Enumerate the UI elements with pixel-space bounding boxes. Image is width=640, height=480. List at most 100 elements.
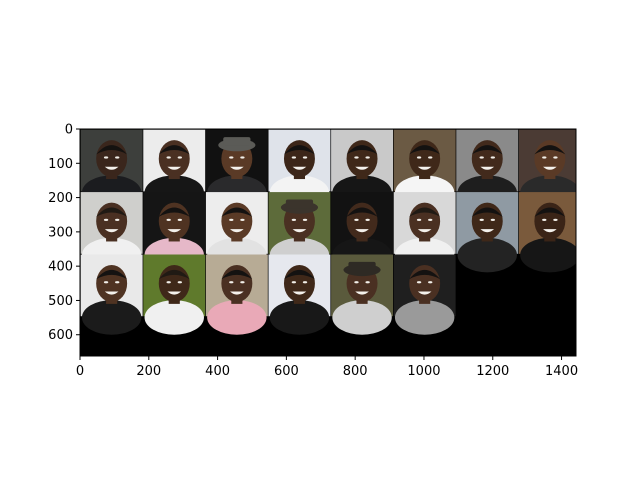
tile-hat-crown — [285, 199, 314, 209]
tile-smile — [167, 229, 182, 233]
tile-eye-right — [240, 218, 245, 221]
tile-hat-crown — [223, 137, 251, 146]
tile-eye-right — [115, 218, 120, 221]
tile-eye-right — [428, 156, 433, 159]
tile-eye-left — [291, 218, 297, 221]
tile-smile — [230, 229, 244, 233]
tile-eye-left — [542, 218, 547, 221]
tile-eye-left — [229, 218, 234, 221]
tile-hair — [96, 145, 128, 155]
tile-smile — [292, 166, 307, 170]
tile-hair — [409, 145, 441, 155]
tile-smile — [230, 291, 244, 295]
tile-hair — [471, 207, 503, 217]
y-tick-label: 400 — [48, 260, 73, 275]
tile-eye-right — [302, 218, 308, 221]
tile-hair — [409, 207, 441, 217]
tile-eye-right — [177, 281, 182, 284]
tile-smile — [355, 291, 369, 295]
tile-eye-right — [490, 218, 495, 221]
y-tick-label: 600 — [48, 328, 73, 343]
tile-eye-right — [177, 156, 182, 159]
x-tick-label: 0 — [76, 364, 84, 379]
y-axis: 0 100 200 300 400 500 600 — [48, 123, 80, 343]
tile-shirt — [332, 300, 392, 335]
tile-smile — [355, 166, 369, 170]
tile-shirt — [207, 300, 267, 335]
tile-hair — [534, 145, 566, 155]
tile-eye-left — [229, 281, 234, 284]
tile-eye-left — [166, 218, 171, 221]
x-tick-label: 800 — [343, 364, 368, 379]
tile-smile — [104, 166, 119, 170]
tile-shirt — [457, 237, 517, 273]
tile-eye-left — [103, 281, 109, 284]
tile-hair — [221, 207, 253, 217]
tile-hair — [534, 207, 566, 217]
tile-hair — [96, 269, 128, 280]
tile-hair — [158, 207, 190, 217]
tile-eye-left — [479, 156, 484, 159]
tile-eye-left — [229, 156, 234, 159]
tile-eye-left — [542, 156, 547, 159]
face-tile — [143, 254, 206, 335]
tile-smile — [543, 229, 557, 233]
face-tile — [268, 254, 331, 335]
tile-eye-left — [416, 218, 422, 221]
tile-hair — [346, 207, 378, 217]
x-tick-label: 400 — [205, 364, 230, 379]
x-tick-label: 1200 — [476, 364, 509, 379]
tile-smile — [417, 166, 432, 170]
tile-smile — [292, 291, 307, 295]
tile-shirt — [394, 300, 455, 335]
tile-eye-right — [240, 281, 245, 284]
tile-hair — [158, 269, 190, 280]
tile-eye-right — [553, 156, 558, 159]
tile-eye-left — [103, 156, 109, 159]
tile-eye-right — [428, 218, 433, 221]
tile-eye-right — [365, 218, 370, 221]
tile-eye-left — [479, 218, 484, 221]
tile-eye-left — [291, 281, 297, 284]
tile-eye-right — [365, 156, 370, 159]
tile-eye-left — [416, 281, 422, 284]
tile-smile — [104, 229, 119, 233]
tile-shirt — [520, 237, 576, 273]
tile-smile — [543, 166, 557, 170]
tile-hair — [158, 145, 190, 155]
tile-hair — [283, 269, 315, 280]
tile-eye-right — [428, 281, 433, 284]
tile-smile — [417, 229, 432, 233]
tile-hair — [221, 269, 253, 280]
tile-eye-right — [365, 281, 370, 284]
plot-frame — [79, 128, 577, 357]
tile-hair — [409, 269, 441, 280]
tile-hair — [96, 207, 128, 217]
tile-smile — [167, 291, 182, 295]
tile-eye-right — [490, 156, 495, 159]
tile-hair — [346, 145, 378, 155]
tile-eye-right — [240, 156, 245, 159]
tile-smile — [355, 229, 369, 233]
tile-eye-right — [302, 156, 308, 159]
tile-eye-right — [115, 281, 120, 284]
tile-eye-left — [166, 281, 171, 284]
tile-hair — [471, 145, 503, 155]
tile-smile — [230, 166, 244, 170]
x-tick-label: 200 — [136, 364, 161, 379]
tile-eye-left — [416, 156, 422, 159]
tile-eye-right — [177, 218, 182, 221]
face-tile — [205, 129, 268, 210]
tile-eye-right — [302, 281, 308, 284]
tile-hat-crown — [348, 261, 376, 271]
tile-eye-left — [354, 281, 359, 284]
tile-eye-right — [115, 156, 120, 159]
face-tile — [205, 254, 268, 335]
face-tile — [331, 254, 394, 335]
tile-eye-left — [291, 156, 297, 159]
tile-shirt — [269, 300, 330, 335]
face-tile — [393, 254, 456, 335]
tile-smile — [167, 166, 182, 170]
y-tick-label: 200 — [48, 191, 73, 206]
